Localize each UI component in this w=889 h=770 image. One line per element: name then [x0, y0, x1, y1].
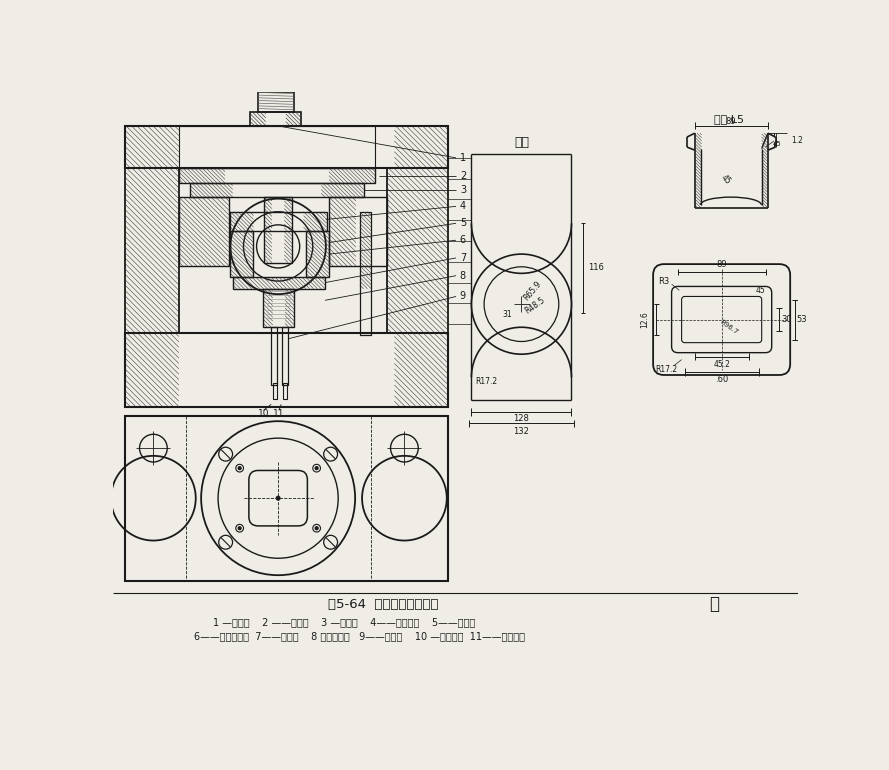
Text: 12.6: 12.6 — [640, 311, 649, 328]
Text: 2: 2 — [460, 171, 466, 180]
Text: 30: 30 — [781, 315, 792, 324]
Text: 31: 31 — [503, 310, 512, 319]
Text: 4: 4 — [460, 202, 466, 211]
Bar — [283, 383, 286, 399]
Text: 1 —打杆；    2 ——垒板；    3 —打板；    4——凸凹模；    5——凹模；: 1 —打杆； 2 ——垒板； 3 —打板； 4——凸凹模； 5——凹模； — [213, 618, 476, 627]
Bar — [230, 212, 326, 231]
Bar — [360, 212, 372, 335]
Bar — [306, 231, 329, 277]
Bar — [273, 383, 276, 399]
Text: .60: .60 — [715, 375, 728, 384]
Text: R17.2: R17.2 — [476, 377, 498, 386]
Text: 3: 3 — [460, 186, 466, 195]
Bar — [179, 197, 228, 266]
Text: R17.2: R17.2 — [655, 365, 677, 374]
Bar — [263, 289, 294, 327]
Bar — [179, 126, 375, 168]
Text: 89: 89 — [725, 117, 736, 126]
Text: 89: 89 — [717, 260, 727, 269]
Circle shape — [238, 527, 241, 530]
Bar — [124, 416, 448, 581]
Text: R48.5: R48.5 — [524, 296, 547, 316]
Text: 1: 1 — [460, 153, 466, 162]
Text: 6: 6 — [460, 236, 466, 245]
Text: 132: 132 — [514, 427, 529, 436]
Circle shape — [315, 467, 318, 470]
Text: 6——拉深凸模；  7——垒块；    8 一顶料器；   9——顶杆；    10 —挡料钉；  11——定位钉。: 6——拉深凸模； 7——垒块； 8 一顶料器； 9——顶杆； 10 —挡料钉； … — [195, 631, 525, 641]
Bar — [329, 197, 387, 266]
Text: 10: 10 — [258, 409, 269, 418]
Text: R3: R3 — [658, 276, 669, 286]
Text: 45: 45 — [719, 172, 733, 186]
Text: ，: ， — [709, 595, 719, 614]
Bar — [387, 168, 448, 333]
Bar — [179, 168, 375, 183]
Text: 5: 5 — [460, 219, 466, 228]
Circle shape — [238, 467, 241, 470]
Bar — [124, 126, 448, 168]
Text: 排样: 排样 — [514, 136, 529, 149]
Text: 116: 116 — [588, 263, 604, 273]
Text: 45.2: 45.2 — [713, 360, 730, 369]
Bar — [271, 327, 277, 385]
Circle shape — [315, 527, 318, 530]
Text: 1.2: 1.2 — [791, 136, 803, 145]
Bar — [124, 168, 179, 333]
Bar — [124, 333, 448, 407]
Text: R65.9: R65.9 — [523, 280, 544, 303]
Text: 8: 8 — [460, 271, 466, 280]
Text: 11: 11 — [273, 409, 284, 418]
Bar — [264, 197, 292, 263]
Text: 45: 45 — [756, 286, 765, 295]
Text: R96.7: R96.7 — [719, 319, 740, 336]
Bar — [230, 231, 253, 277]
Text: 128: 128 — [514, 414, 529, 424]
Text: 材料 L5: 材料 L5 — [715, 115, 744, 124]
Text: 45: 45 — [773, 141, 781, 147]
Text: 9: 9 — [460, 292, 466, 301]
Text: 图5-64  矩形件落料拉伸模: 图5-64 矩形件落料拉伸模 — [328, 598, 438, 611]
Bar — [190, 183, 364, 197]
Text: 7: 7 — [460, 253, 466, 263]
Circle shape — [276, 496, 280, 500]
Text: 53: 53 — [797, 315, 807, 324]
Bar — [282, 327, 288, 385]
Bar — [233, 277, 325, 289]
Bar — [258, 92, 293, 112]
Bar — [251, 112, 301, 126]
